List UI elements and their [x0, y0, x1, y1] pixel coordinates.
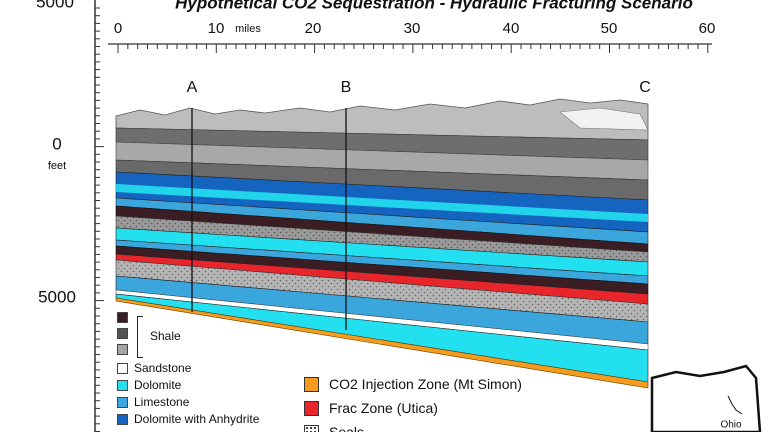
shale-swatch-row-2	[117, 328, 134, 339]
section-label-a: A	[187, 79, 198, 96]
shale-swatch-dark	[117, 312, 128, 323]
zone-label: CO2 Injection Zone (Mt Simon)	[329, 376, 522, 392]
surface-sand	[559, 107, 649, 131]
legend-item: Sandstone	[117, 360, 191, 376]
legend-item: Limestone	[117, 394, 189, 410]
depth-label-top: 5000	[36, 0, 74, 11]
tick-label-0: 0	[114, 20, 122, 37]
cross-section	[115, 98, 649, 389]
tick-label-20: 20	[305, 20, 322, 37]
shale-swatch-light	[117, 344, 128, 355]
section-trace	[727, 395, 743, 415]
legend-item: Dolomite	[117, 377, 181, 393]
tick-label-10: 10	[208, 20, 225, 37]
frac-zone-swatch	[304, 400, 319, 416]
tick-label-50: 50	[601, 20, 618, 37]
zone-label: Seals	[329, 424, 365, 432]
shale-swatch-row	[117, 312, 134, 323]
zone-item: Seals	[304, 424, 364, 432]
ohio-outline	[650, 364, 762, 432]
depth-label-zero: 0	[52, 134, 61, 153]
depth-label-bottom: 5000	[38, 287, 76, 306]
zone-label: Frac Zone (Utica)	[329, 400, 438, 416]
surface-layer	[115, 98, 649, 141]
legend-item: Dolomite with Anhydrite	[117, 411, 259, 427]
distance-axis: 0 10 miles 20 30 40 50 60	[108, 20, 715, 53]
shale-swatch-row-3	[117, 344, 134, 355]
seals-swatch	[304, 424, 319, 432]
shale-label: Shale	[150, 329, 181, 343]
tick-label-40: 40	[503, 20, 520, 37]
legend-label: Limestone	[134, 395, 190, 409]
dolomite-anhydrite-swatch	[117, 413, 128, 425]
co2-zone-swatch	[304, 376, 319, 392]
diagram-title: Hypothetical CO2 Sequestration - Hydraul…	[175, 0, 693, 12]
co2-injection-zone	[115, 297, 649, 389]
distance-unit: miles	[235, 23, 261, 35]
limestone-swatch	[117, 396, 128, 408]
legend-label: Dolomite with Anhydrite	[134, 412, 260, 426]
zone-item: Frac Zone (Utica)	[304, 400, 438, 416]
sandstone-swatch	[117, 362, 128, 374]
shale-bracket	[137, 316, 143, 358]
section-label-b: B	[341, 79, 352, 96]
legend-label: Dolomite	[134, 378, 182, 392]
tick-label-30: 30	[404, 20, 421, 37]
legend-label: Sandstone	[134, 361, 192, 375]
shale-label-row: Shale	[150, 328, 181, 344]
section-label-c: C	[639, 79, 651, 96]
shale-swatch-mid	[117, 328, 128, 339]
dolomite-swatch	[117, 379, 128, 391]
depth-axis: 5000 0 feet 5000	[36, 0, 104, 432]
depth-unit: feet	[48, 160, 66, 172]
zone-item: CO2 Injection Zone (Mt Simon)	[304, 376, 522, 392]
tick-label-60: 60	[699, 20, 716, 37]
dolomite-upper	[116, 184, 648, 222]
map-state-label: Ohio	[720, 420, 742, 431]
ohio-map: Ohio	[650, 364, 762, 432]
